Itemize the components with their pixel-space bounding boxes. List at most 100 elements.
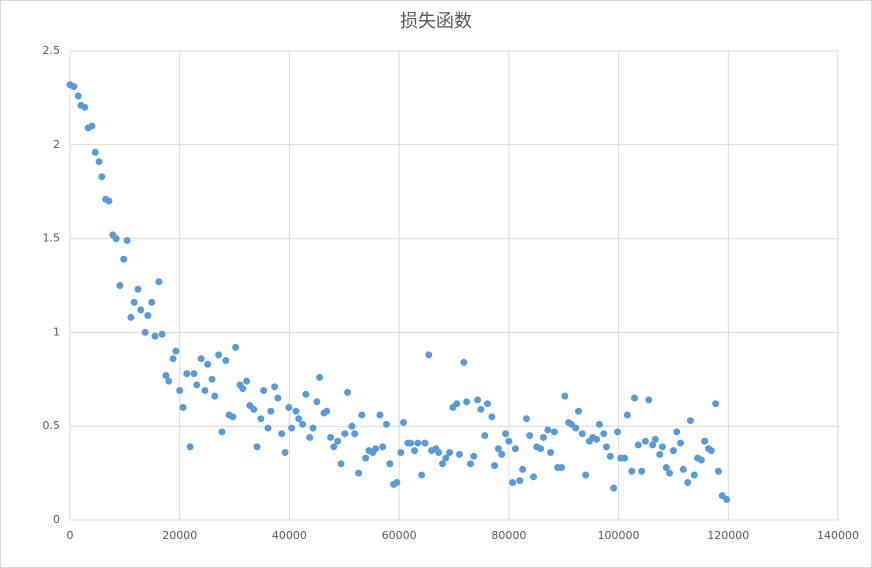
data-point bbox=[98, 173, 106, 181]
data-point bbox=[386, 460, 394, 468]
data-point bbox=[600, 430, 608, 438]
y-tick-label: 0.5 bbox=[43, 419, 61, 432]
data-point bbox=[397, 448, 405, 456]
data-point bbox=[344, 388, 352, 396]
data-point bbox=[414, 439, 422, 447]
data-point bbox=[172, 347, 180, 355]
data-point bbox=[558, 463, 566, 471]
data-point bbox=[116, 282, 124, 289]
data-point bbox=[355, 469, 363, 477]
data-point bbox=[158, 330, 166, 338]
data-point bbox=[666, 469, 674, 477]
data-point bbox=[183, 370, 191, 378]
data-point bbox=[470, 452, 478, 460]
data-point bbox=[411, 447, 419, 455]
y-tick-label: 2.5 bbox=[43, 44, 61, 57]
data-point bbox=[105, 197, 113, 205]
data-point bbox=[455, 450, 463, 458]
data-point bbox=[460, 358, 468, 366]
data-point bbox=[232, 343, 240, 351]
x-tick-label: 0 bbox=[67, 529, 74, 542]
data-point bbox=[621, 454, 629, 462]
data-point bbox=[446, 448, 454, 456]
data-point bbox=[630, 394, 638, 402]
y-tick-label: 1.5 bbox=[43, 232, 61, 245]
data-point bbox=[292, 407, 300, 415]
data-point bbox=[302, 390, 310, 398]
data-point bbox=[547, 448, 555, 456]
data-point bbox=[686, 417, 694, 425]
data-point bbox=[498, 450, 506, 458]
data-point bbox=[120, 255, 128, 263]
data-point bbox=[572, 424, 580, 432]
data-point bbox=[130, 298, 138, 306]
data-point bbox=[544, 426, 552, 434]
data-point bbox=[488, 413, 496, 421]
data-point bbox=[603, 443, 611, 451]
data-point bbox=[260, 387, 268, 395]
data-point bbox=[418, 471, 426, 479]
data-point bbox=[606, 452, 614, 460]
data-point bbox=[330, 443, 338, 451]
data-point bbox=[679, 465, 687, 473]
data-point bbox=[316, 373, 324, 381]
data-point bbox=[561, 392, 569, 400]
data-point bbox=[376, 411, 384, 419]
x-tick-label: 120000 bbox=[707, 529, 749, 542]
data-point bbox=[537, 445, 545, 453]
data-point bbox=[264, 424, 272, 432]
data-point bbox=[697, 456, 705, 464]
data-point bbox=[341, 430, 349, 438]
data-point bbox=[595, 420, 603, 428]
data-point bbox=[243, 377, 251, 385]
data-point bbox=[190, 370, 198, 378]
data-point bbox=[628, 467, 636, 475]
data-point bbox=[723, 495, 731, 503]
data-point bbox=[208, 375, 216, 383]
data-point bbox=[81, 103, 89, 111]
data-point bbox=[123, 236, 131, 244]
data-point bbox=[148, 298, 156, 306]
data-point bbox=[372, 445, 380, 453]
x-tick-label: 60000 bbox=[382, 529, 417, 542]
data-point bbox=[204, 360, 212, 368]
data-point bbox=[623, 411, 631, 419]
data-point bbox=[151, 332, 159, 340]
data-point bbox=[539, 433, 547, 441]
data-point bbox=[253, 443, 261, 451]
data-point bbox=[179, 403, 187, 411]
data-point bbox=[211, 392, 219, 400]
y-tick-label: 0 bbox=[53, 513, 60, 526]
data-point bbox=[645, 396, 653, 404]
data-point bbox=[288, 424, 296, 432]
data-point bbox=[218, 428, 226, 436]
data-point bbox=[137, 306, 145, 314]
data-point bbox=[502, 430, 510, 438]
data-point bbox=[516, 477, 524, 485]
data-point bbox=[494, 445, 502, 453]
data-point bbox=[438, 460, 446, 468]
data-point bbox=[638, 467, 646, 475]
data-point bbox=[474, 396, 482, 404]
data-point bbox=[477, 405, 485, 413]
data-point bbox=[70, 83, 78, 91]
data-point bbox=[610, 484, 618, 492]
data-point bbox=[613, 428, 621, 436]
data-point bbox=[176, 387, 184, 395]
data-point bbox=[519, 465, 527, 473]
data-point bbox=[690, 471, 698, 479]
data-point bbox=[453, 400, 461, 408]
data-point bbox=[658, 443, 666, 451]
data-point bbox=[662, 463, 670, 471]
data-point bbox=[634, 441, 642, 449]
data-point bbox=[393, 478, 401, 486]
data-point bbox=[337, 460, 345, 468]
data-point bbox=[526, 432, 534, 440]
data-point bbox=[215, 351, 223, 359]
data-point bbox=[379, 443, 387, 451]
data-point bbox=[442, 454, 450, 462]
data-point bbox=[348, 422, 356, 430]
data-point bbox=[649, 441, 657, 449]
data-point bbox=[578, 430, 586, 438]
